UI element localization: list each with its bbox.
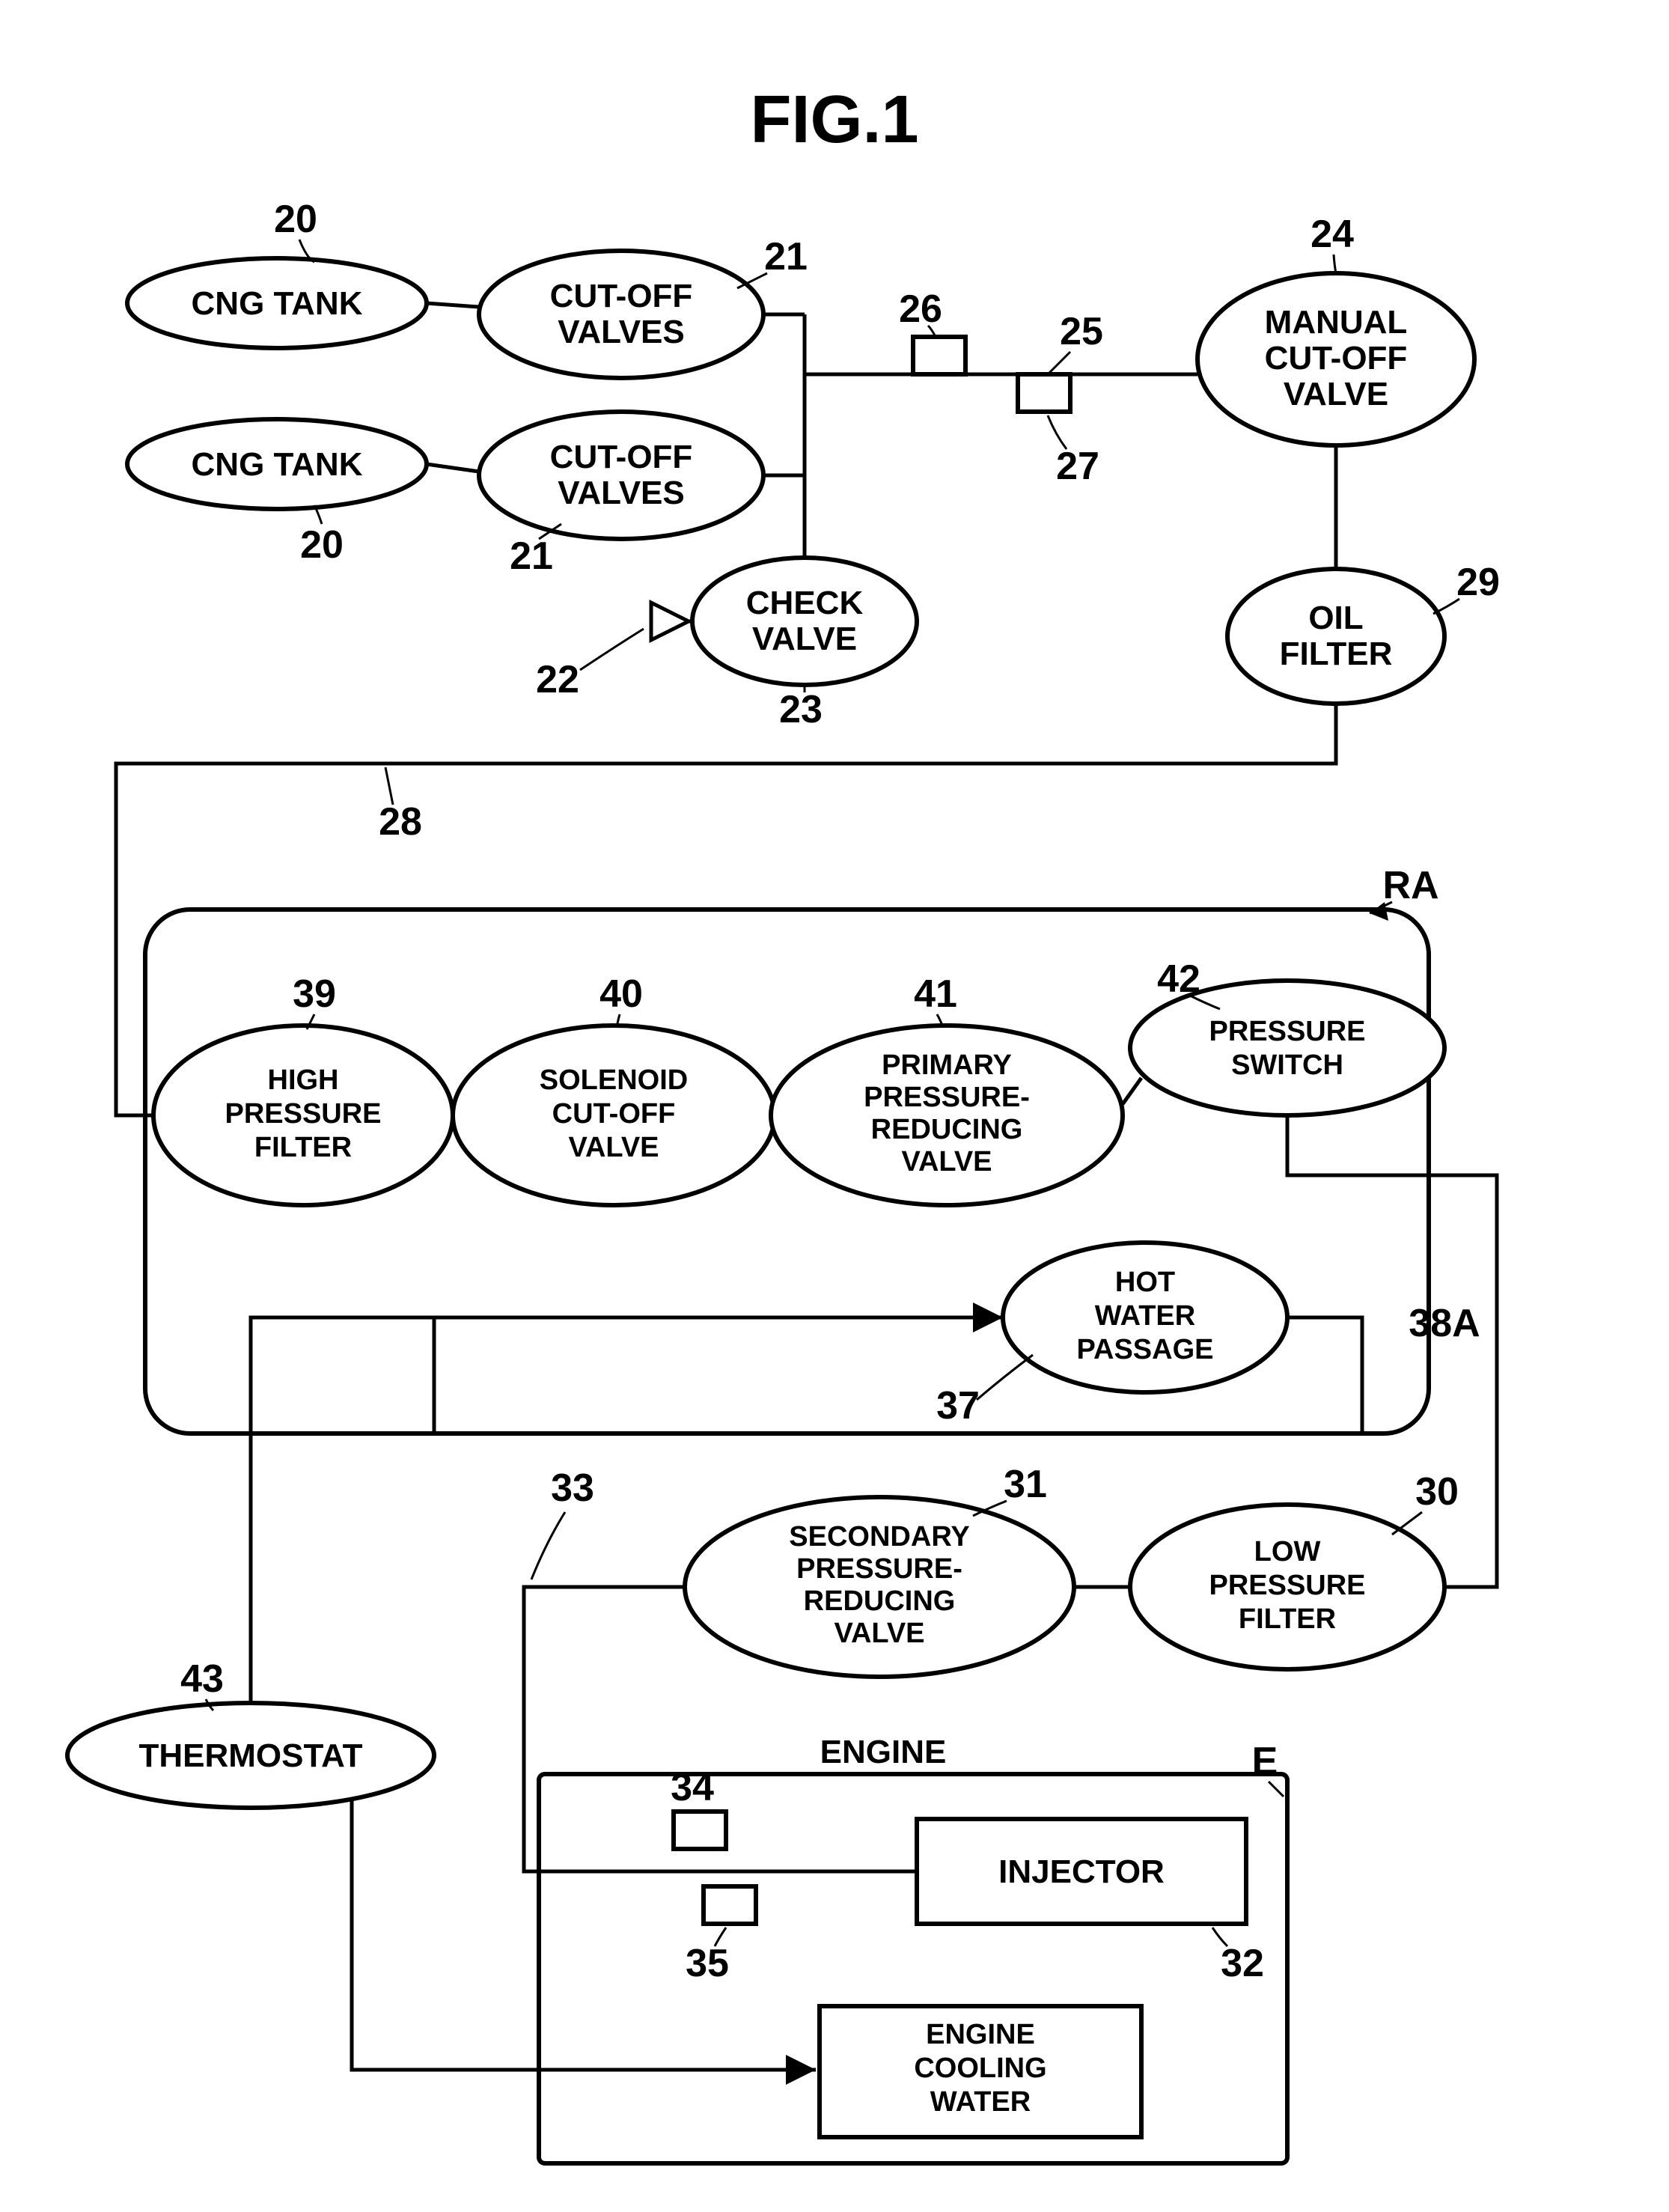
svg-text:VALVE: VALVE <box>834 1618 924 1649</box>
node-oil-filter: OIL FILTER <box>1227 569 1444 704</box>
svg-text:SWITCH: SWITCH <box>1231 1049 1343 1081</box>
svg-text:WATER: WATER <box>1095 1300 1195 1332</box>
svg-text:VALVE: VALVE <box>1284 376 1388 412</box>
svg-text:PRESSURE: PRESSURE <box>1209 1570 1365 1601</box>
svg-text:PRESSURE-: PRESSURE- <box>796 1553 962 1585</box>
svg-text:20: 20 <box>300 523 344 567</box>
svg-text:20: 20 <box>274 198 317 241</box>
svg-text:PRESSURE-: PRESSURE- <box>864 1082 1030 1113</box>
svg-text:VALVES: VALVES <box>558 475 685 511</box>
svg-text:ENGINE: ENGINE <box>926 2019 1035 2050</box>
svg-text:MANUAL: MANUAL <box>1265 304 1408 341</box>
svg-text:43: 43 <box>180 1657 224 1701</box>
svg-text:24: 24 <box>1311 213 1354 256</box>
node-secondary-pressure-reducing-valve: SECONDARY PRESSURE- REDUCING VALVE <box>685 1497 1074 1677</box>
svg-text:RA: RA <box>1382 864 1438 907</box>
svg-text:WATER: WATER <box>930 2086 1031 2118</box>
svg-text:31: 31 <box>1004 1463 1047 1506</box>
svg-text:FILTER: FILTER <box>1280 636 1393 672</box>
node-check-valve: CHECK VALVE <box>692 558 917 685</box>
svg-text:SECONDARY: SECONDARY <box>789 1521 969 1553</box>
svg-text:THERMOSTAT: THERMOSTAT <box>139 1737 363 1774</box>
svg-text:FILTER: FILTER <box>1239 1603 1336 1635</box>
svg-text:LOW: LOW <box>1254 1536 1321 1567</box>
port-35 <box>704 1886 756 1924</box>
svg-text:CUT-OFF: CUT-OFF <box>550 278 693 314</box>
svg-text:SOLENOID: SOLENOID <box>540 1064 688 1096</box>
node-manual-cutoff-valve: MANUAL CUT-OFF VALVE <box>1197 273 1474 445</box>
node-cng-tank-1: CNG TANK <box>127 258 427 348</box>
svg-text:32: 32 <box>1221 1942 1264 1985</box>
port-26 <box>913 337 965 374</box>
svg-text:25: 25 <box>1060 310 1103 353</box>
svg-text:33: 33 <box>551 1466 594 1510</box>
node-engine-cooling-water: ENGINE COOLING WATER <box>820 2006 1141 2137</box>
node-cng-tank-2: CNG TANK <box>127 419 427 509</box>
svg-text:CNG TANK: CNG TANK <box>192 446 363 483</box>
svg-text:VALVE: VALVE <box>568 1132 659 1163</box>
svg-text:PRIMARY: PRIMARY <box>882 1049 1012 1081</box>
svg-text:34: 34 <box>671 1766 714 1809</box>
figure-title: FIG.1 <box>750 82 918 157</box>
svg-text:HIGH: HIGH <box>268 1064 339 1096</box>
svg-text:26: 26 <box>899 287 942 331</box>
svg-text:OIL: OIL <box>1308 600 1363 636</box>
svg-text:41: 41 <box>914 972 957 1016</box>
svg-text:HOT: HOT <box>1115 1267 1175 1298</box>
node-high-pressure-filter: HIGH PRESSURE FILTER <box>153 1026 453 1205</box>
svg-text:COOLING: COOLING <box>914 2053 1046 2084</box>
svg-text:PASSAGE: PASSAGE <box>1076 1334 1213 1365</box>
svg-text:VALVE: VALVE <box>752 621 857 657</box>
svg-text:39: 39 <box>293 972 336 1016</box>
port-34 <box>674 1812 726 1849</box>
svg-text:40: 40 <box>599 972 643 1016</box>
svg-text:VALVES: VALVES <box>558 314 685 350</box>
svg-text:CUT-OFF: CUT-OFF <box>1265 340 1408 377</box>
svg-text:INJECTOR: INJECTOR <box>998 1853 1165 1890</box>
svg-text:30: 30 <box>1415 1470 1459 1514</box>
node-primary-pressure-reducing-valve: PRIMARY PRESSURE- REDUCING VALVE <box>771 1026 1123 1205</box>
svg-text:FILTER: FILTER <box>254 1132 352 1163</box>
svg-text:22: 22 <box>536 658 579 701</box>
svg-text:23: 23 <box>779 688 823 731</box>
engine-label: ENGINE <box>820 1734 947 1770</box>
svg-text:PRESSURE: PRESSURE <box>225 1098 381 1130</box>
svg-text:E: E <box>1252 1740 1278 1783</box>
node-pressure-switch: PRESSURE SWITCH <box>1130 981 1444 1115</box>
svg-text:CUT-OFF: CUT-OFF <box>550 439 693 475</box>
svg-text:35: 35 <box>686 1942 729 1985</box>
svg-text:27: 27 <box>1056 445 1099 488</box>
svg-text:21: 21 <box>510 534 553 578</box>
svg-text:VALVE: VALVE <box>901 1146 992 1177</box>
svg-text:21: 21 <box>764 235 808 278</box>
port-27 <box>1018 374 1070 412</box>
svg-text:REDUCING: REDUCING <box>804 1585 956 1617</box>
svg-text:REDUCING: REDUCING <box>871 1114 1023 1145</box>
node-solenoid-cutoff-valve: SOLENOID CUT-OFF VALVE <box>453 1026 775 1205</box>
node-thermostat: THERMOSTAT <box>67 1703 434 1808</box>
svg-text:29: 29 <box>1456 561 1500 604</box>
svg-text:42: 42 <box>1157 957 1200 1001</box>
node-cutoff-valves-1: CUT-OFF VALVES <box>479 251 763 378</box>
svg-text:37: 37 <box>936 1384 980 1428</box>
svg-text:PRESSURE: PRESSURE <box>1209 1016 1365 1047</box>
node-cutoff-valves-2: CUT-OFF VALVES <box>479 412 763 539</box>
svg-text:CHECK: CHECK <box>746 585 864 621</box>
svg-text:28: 28 <box>379 800 422 844</box>
svg-text:CNG TANK: CNG TANK <box>192 285 363 322</box>
svg-text:38A: 38A <box>1409 1302 1480 1345</box>
node-hot-water-passage: HOT WATER PASSAGE <box>1003 1243 1287 1392</box>
svg-text:CUT-OFF: CUT-OFF <box>552 1098 676 1130</box>
node-injector: INJECTOR <box>917 1819 1246 1924</box>
